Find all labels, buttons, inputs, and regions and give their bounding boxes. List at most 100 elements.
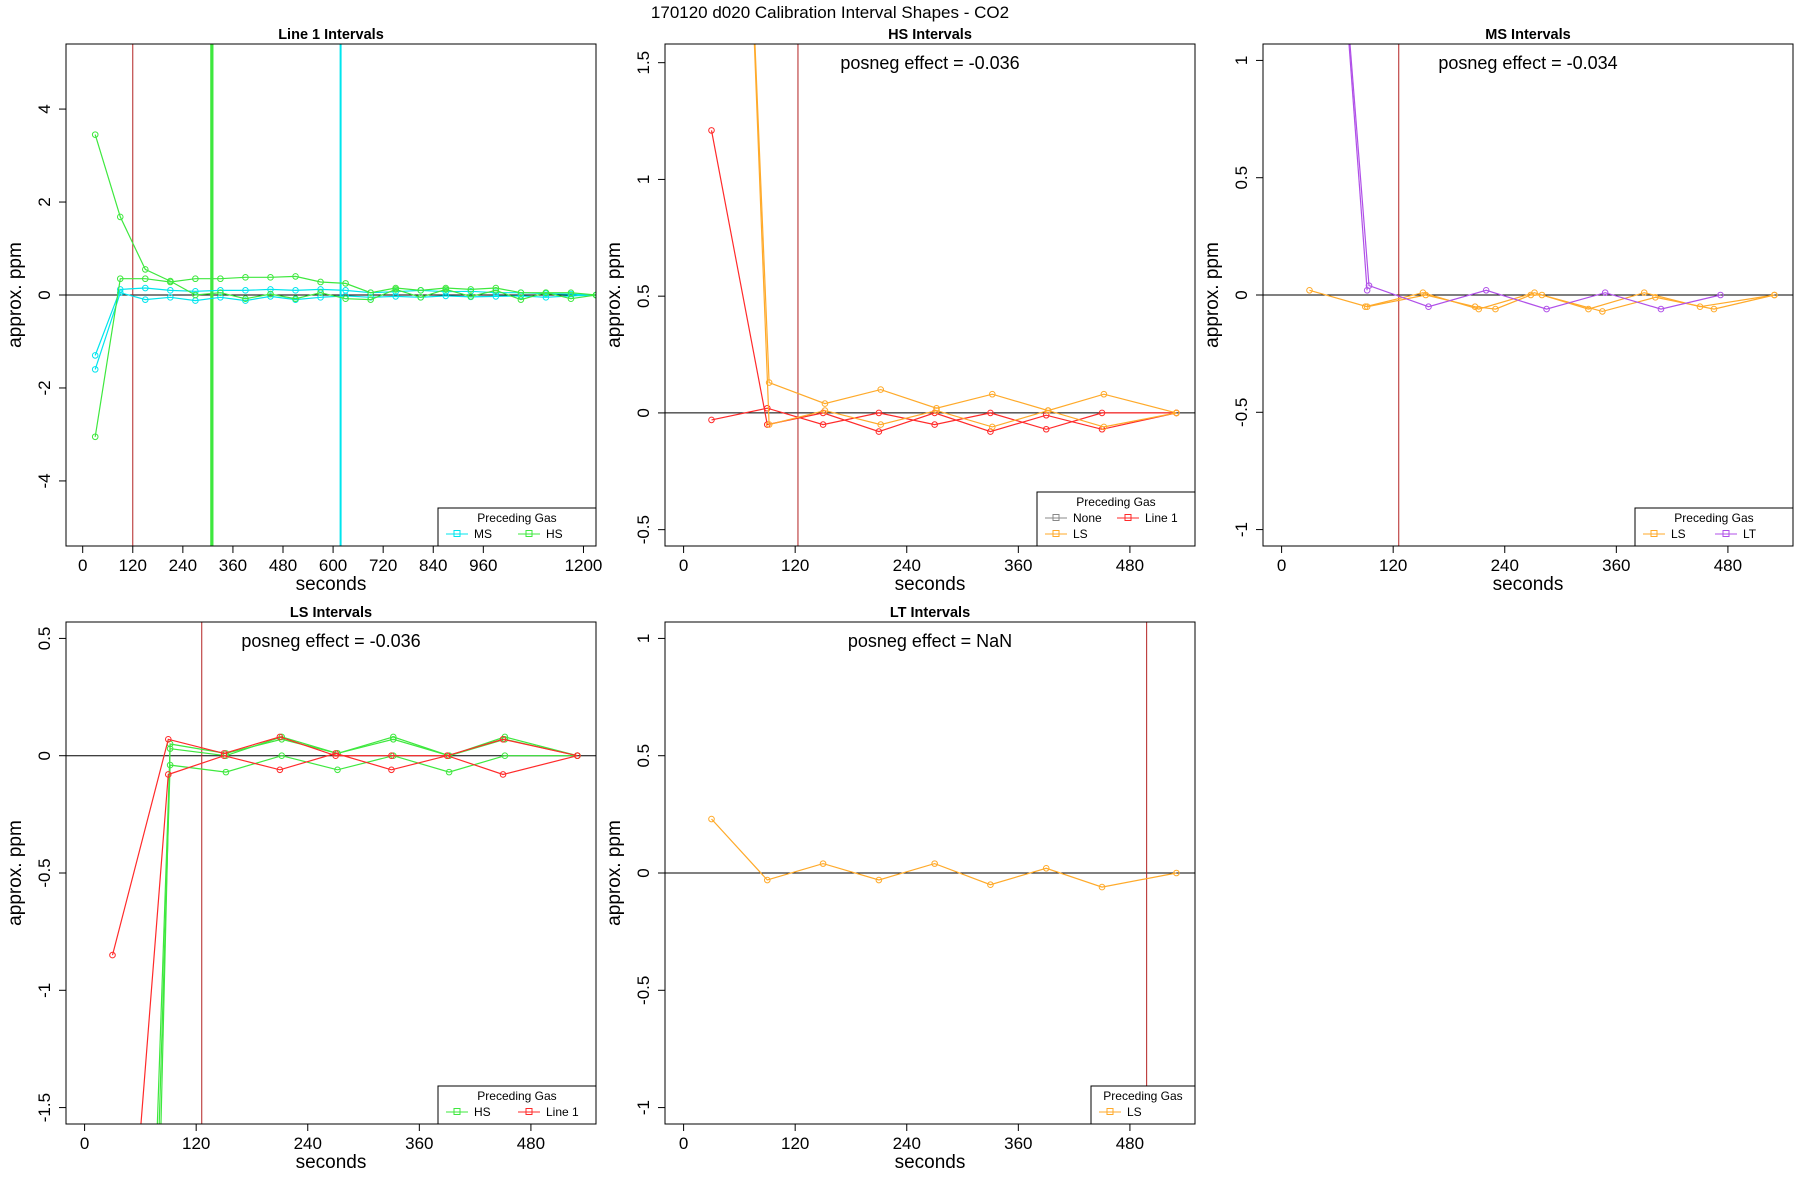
legend-entry-line-1: Line 1 <box>546 1105 579 1119</box>
data-point <box>1599 308 1606 315</box>
data-point <box>821 407 829 414</box>
plot-frame <box>664 43 1196 547</box>
data-point <box>1098 883 1106 891</box>
legend-swatch-marker <box>1106 1108 1114 1115</box>
legend-box <box>1036 491 1196 547</box>
legend-box <box>437 507 597 547</box>
data-point <box>217 289 224 296</box>
y-tick-label: 0 <box>35 290 54 299</box>
x-tick-label: 360 <box>1004 556 1032 575</box>
data-point <box>499 735 507 743</box>
series-line-hs <box>160 738 578 1124</box>
data-point <box>192 287 199 295</box>
data-point <box>467 286 475 293</box>
x-tick-label: 480 <box>1714 556 1742 575</box>
y-tick-label: 2 <box>35 197 54 206</box>
data-point <box>217 275 224 283</box>
data-point <box>1492 305 1499 313</box>
data-point <box>1475 305 1483 313</box>
data-point <box>819 421 827 428</box>
data-point <box>442 284 450 292</box>
data-point <box>342 295 349 303</box>
data-point <box>988 390 996 398</box>
data-point <box>574 752 581 760</box>
data-point <box>317 278 324 286</box>
posneg-annotation: posneg effect = NaN <box>848 631 1012 651</box>
legend-entry-hs: HS <box>474 1105 491 1119</box>
x-tick-label: 360 <box>1004 1134 1032 1153</box>
y-tick-label: 1 <box>1232 56 1251 65</box>
y-axis-label: approx. ppm <box>604 820 625 926</box>
x-tick-label: 1200 <box>565 556 603 575</box>
x-tick-label: 120 <box>781 1134 809 1153</box>
data-point <box>141 266 149 273</box>
data-point <box>931 421 938 428</box>
x-tick-label: 480 <box>1116 1134 1144 1153</box>
x-tick-label: 840 <box>419 556 447 575</box>
data-point <box>167 287 174 294</box>
data-point <box>317 294 324 301</box>
data-point <box>1585 305 1592 313</box>
legend-title: Preceding Gas <box>477 511 556 525</box>
legend-entry-hs: HS <box>546 527 563 541</box>
data-point <box>156 1128 162 1134</box>
data-point <box>1100 423 1108 431</box>
y-tick-label: -1 <box>35 983 54 998</box>
legend-swatch-marker <box>1052 514 1060 521</box>
data-point <box>517 289 525 296</box>
x-tick-label: 240 <box>893 1134 921 1153</box>
y-tick-label: -0.5 <box>634 515 653 544</box>
x-tick-label: 360 <box>1602 556 1630 575</box>
y-tick-label: -1.5 <box>35 1093 54 1122</box>
data-point <box>292 287 299 294</box>
data-point <box>91 366 99 373</box>
data-point <box>1710 305 1718 313</box>
y-tick-label: -0.5 <box>35 858 54 887</box>
y-tick-label: -4 <box>35 473 54 488</box>
data-point <box>763 876 771 884</box>
chart-title: LT Intervals <box>890 605 970 621</box>
y-tick-label: 1 <box>634 175 653 184</box>
data-point <box>517 296 525 303</box>
data-point <box>1044 407 1052 414</box>
data-point <box>392 293 399 300</box>
data-point <box>367 296 374 303</box>
data-point <box>875 428 883 435</box>
data-point <box>116 213 124 221</box>
data-point <box>1425 303 1432 311</box>
data-point <box>877 386 885 393</box>
y-tick-label: 0 <box>634 408 653 417</box>
x-tick-label: 360 <box>405 1134 433 1153</box>
legend-title: Preceding Gas <box>1103 1089 1182 1103</box>
data-point <box>708 416 715 424</box>
chart-title: LS Intervals <box>290 605 372 621</box>
chart-panel-4: LS Intervals 0 120 240 360 480 -1.5 -1 -0.5 0 0.5 s… <box>5 605 597 1173</box>
y-tick-label: 0 <box>634 868 653 877</box>
data-point <box>765 421 773 428</box>
chart-panel-3: MS Intervals 0 120 240 360 480 -1 -0.5 0 0.5 1 seco… <box>1202 27 1794 595</box>
data-point <box>141 284 149 292</box>
x-axis-label: seconds <box>296 574 367 595</box>
data-point <box>1042 865 1050 872</box>
data-point <box>217 294 224 301</box>
x-tick-label: 240 <box>169 556 197 575</box>
data-point <box>292 295 299 303</box>
data-point <box>567 295 575 303</box>
legend-entry-lt: LT <box>1743 527 1757 541</box>
data-point <box>167 278 174 286</box>
data-point <box>91 352 99 359</box>
figure-title: 170120 d020 Calibration Interval Shapes … <box>651 3 1009 22</box>
y-axis-label: approx. ppm <box>1202 242 1223 348</box>
plot-frame <box>65 621 597 1125</box>
y-axis-label: approx. ppm <box>604 242 625 348</box>
data-point <box>164 735 172 743</box>
x-tick-label: 0 <box>1277 556 1286 575</box>
data-point <box>267 290 274 298</box>
y-tick-label: 0.5 <box>634 744 653 768</box>
y-axis-label: approx. ppm <box>5 820 26 926</box>
data-point <box>763 404 771 412</box>
x-tick-label: 120 <box>119 556 147 575</box>
data-point <box>501 752 509 760</box>
data-point <box>1640 289 1648 296</box>
y-tick-label: -0.5 <box>634 976 653 1005</box>
